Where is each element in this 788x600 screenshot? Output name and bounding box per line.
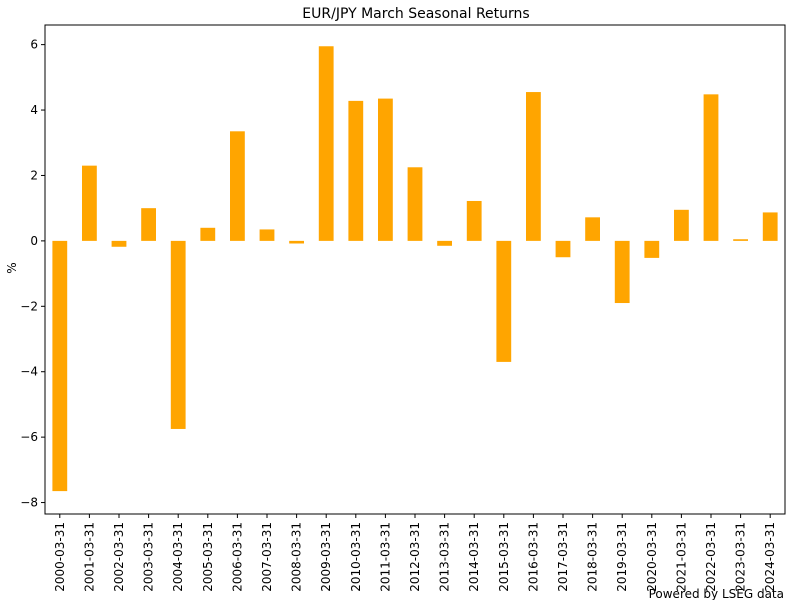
- x-tick-label: 2003-03-31: [142, 522, 156, 592]
- y-tick-label: 6: [30, 38, 38, 52]
- y-tick-label: −8: [20, 496, 38, 510]
- x-tick-label: 2020-03-31: [645, 522, 659, 592]
- bar-2022-03-31: [703, 94, 719, 241]
- x-tick-label: 2024-03-31: [763, 522, 777, 592]
- x-tick-label: 2005-03-31: [201, 522, 215, 592]
- x-axis: 2000-03-31 2001-03-31 2002-03-31 2003-03-31…: [53, 514, 777, 592]
- y-tick-label: 4: [30, 103, 38, 117]
- bar-2010-03-31: [348, 100, 364, 241]
- x-tick-label: 2015-03-31: [497, 522, 511, 592]
- bar-2021-03-31: [674, 209, 689, 241]
- x-tick-label: 2012-03-31: [408, 522, 422, 592]
- bar-2005-03-31: [200, 227, 216, 241]
- x-tick-label: 2001-03-31: [82, 522, 96, 592]
- bar-2004-03-31: [170, 240, 186, 429]
- chart-title: EUR/JPY March Seasonal Returns: [302, 6, 529, 22]
- bar-2016-03-31: [526, 92, 541, 241]
- y-tick-label: −6: [20, 430, 38, 444]
- bar-2008-03-31: [289, 240, 304, 244]
- bar-2003-03-31: [141, 208, 156, 241]
- x-tick-label: 2016-03-31: [526, 522, 540, 592]
- y-tick-label: −4: [20, 365, 38, 379]
- bar-2014-03-31: [466, 200, 482, 241]
- bar-2011-03-31: [378, 98, 393, 241]
- y-axis: −8 −6 −4 −2 0 2 4 6: [20, 38, 45, 510]
- x-tick-label: 2007-03-31: [260, 522, 274, 592]
- x-tick-label: 2010-03-31: [349, 522, 363, 592]
- bar-2018-03-31: [585, 217, 600, 241]
- x-tick-label: 2019-03-31: [615, 522, 629, 592]
- x-tick-label: 2021-03-31: [674, 522, 688, 592]
- bar-2012-03-31: [407, 167, 423, 241]
- x-tick-label: 2023-03-31: [734, 522, 748, 592]
- x-tick-label: 2014-03-31: [467, 522, 481, 592]
- y-axis-label: %: [5, 262, 19, 273]
- y-tick-label: −2: [20, 299, 38, 313]
- x-tick-label: 2011-03-31: [378, 522, 392, 592]
- bar-2002-03-31: [111, 240, 127, 247]
- footer-credit: Powered by LSEG data: [649, 587, 784, 600]
- x-tick-label: 2022-03-31: [704, 522, 718, 592]
- bar-2020-03-31: [644, 240, 660, 258]
- plot-frame: [44, 24, 786, 515]
- x-tick-label: 2009-03-31: [319, 522, 333, 592]
- bar-2023-03-31: [733, 239, 748, 241]
- bar-2019-03-31: [614, 240, 630, 304]
- bars-layer: [52, 46, 778, 492]
- x-tick-label: 2002-03-31: [112, 522, 126, 592]
- bar-2017-03-31: [555, 240, 571, 258]
- bar-2015-03-31: [496, 240, 512, 362]
- x-tick-label: 2004-03-31: [171, 522, 185, 592]
- x-tick-label: 2006-03-31: [230, 522, 244, 592]
- bar-2009-03-31: [318, 46, 334, 241]
- bar-2024-03-31: [762, 212, 778, 241]
- x-tick-label: 2017-03-31: [556, 522, 570, 592]
- bar-2001-03-31: [82, 165, 97, 241]
- bar-2013-03-31: [437, 240, 452, 246]
- x-tick-label: 2018-03-31: [586, 522, 600, 592]
- bar-2000-03-31: [52, 240, 68, 492]
- x-tick-label: 2000-03-31: [53, 522, 67, 592]
- bar-2006-03-31: [230, 131, 245, 241]
- y-tick-label: 0: [30, 234, 38, 248]
- bar-2007-03-31: [259, 229, 275, 241]
- y-tick-label: 2: [30, 168, 38, 182]
- x-tick-label: 2013-03-31: [438, 522, 452, 592]
- x-tick-label: 2008-03-31: [290, 522, 304, 592]
